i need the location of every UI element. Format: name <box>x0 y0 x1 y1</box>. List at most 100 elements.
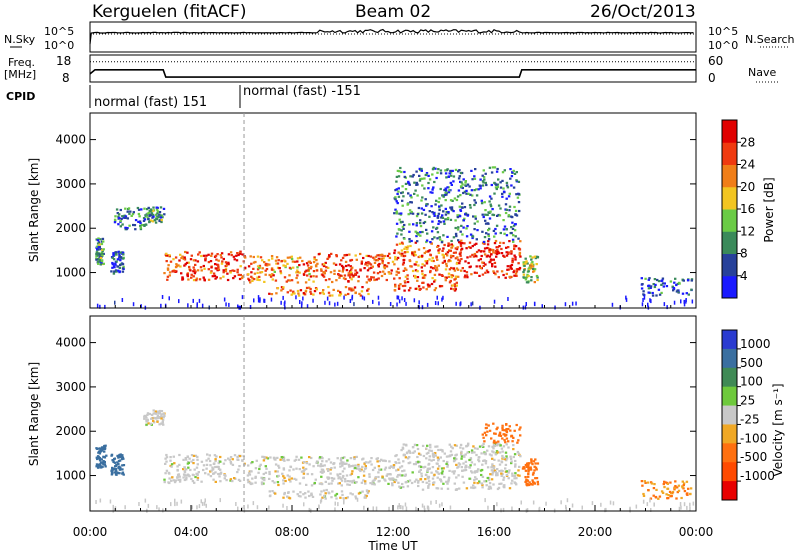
data-cell <box>522 263 525 266</box>
data-cell <box>395 469 398 472</box>
data-cell <box>373 466 376 469</box>
xtick-label: 00:00 <box>73 525 108 539</box>
data-cell <box>525 478 528 481</box>
data-cell <box>458 215 462 218</box>
data-cell <box>260 476 263 479</box>
data-cell <box>505 197 508 200</box>
data-cell <box>492 441 496 444</box>
data-cell <box>229 479 232 482</box>
data-cell <box>533 481 536 484</box>
data-cell <box>673 488 676 491</box>
data-cell <box>433 273 437 276</box>
data-cell <box>118 266 121 269</box>
data-cell <box>524 463 528 467</box>
data-cell <box>347 292 350 296</box>
data-cell <box>292 490 295 493</box>
data-cell <box>143 218 147 221</box>
data-cell <box>97 252 101 255</box>
data-cell <box>426 469 429 472</box>
data-cell <box>491 445 494 448</box>
data-cell <box>237 468 240 471</box>
data-cell <box>296 274 299 277</box>
data-cell <box>431 191 434 194</box>
data-cell <box>414 230 417 233</box>
data-cell <box>477 468 480 471</box>
data-cell <box>112 460 115 463</box>
data-cell <box>494 471 497 474</box>
data-cell <box>482 264 485 267</box>
data-cell <box>425 228 428 231</box>
data-cell <box>437 448 440 452</box>
data-cell <box>502 273 505 277</box>
data-cell <box>187 261 190 264</box>
data-cell <box>421 488 425 491</box>
data-cell <box>519 434 522 437</box>
data-cell <box>498 214 502 217</box>
data-cell <box>397 481 400 484</box>
data-cell <box>497 486 501 489</box>
data-cell <box>183 264 186 267</box>
data-cell <box>297 292 300 295</box>
data-cell <box>399 505 401 509</box>
data-cell <box>353 481 357 484</box>
data-cell <box>479 178 482 181</box>
data-cell <box>124 207 127 210</box>
data-cell <box>215 276 218 279</box>
data-cell <box>403 469 406 472</box>
data-cell <box>374 255 378 258</box>
data-cell <box>97 248 100 251</box>
data-cell <box>495 224 499 227</box>
data-cell <box>686 279 690 282</box>
data-cell <box>258 266 261 270</box>
data-cell <box>462 462 465 465</box>
data-cell <box>612 501 615 506</box>
data-cell <box>117 465 120 468</box>
data-cell <box>518 474 521 477</box>
data-cell <box>216 465 219 468</box>
data-cell <box>196 476 200 480</box>
data-cell <box>113 218 117 221</box>
data-cell <box>473 463 476 466</box>
data-cell <box>376 457 379 460</box>
data-cell <box>216 269 219 272</box>
data-cell <box>514 465 517 468</box>
data-cell <box>531 256 534 259</box>
data-cell <box>438 205 441 208</box>
data-cell <box>359 491 362 494</box>
data-cell <box>427 451 430 454</box>
data-cell <box>415 260 418 264</box>
data-cell <box>471 235 475 238</box>
data-cell <box>647 291 650 294</box>
data-cell <box>383 459 386 462</box>
data-cell <box>263 477 266 480</box>
data-cell <box>274 259 278 262</box>
data-cell <box>187 278 190 281</box>
data-cell <box>408 209 412 212</box>
data-cell <box>150 212 154 215</box>
data-cell <box>536 278 539 282</box>
data-cell <box>197 471 200 474</box>
data-cell <box>443 452 446 455</box>
data-cell <box>489 485 492 488</box>
data-cell <box>288 497 292 500</box>
data-cell <box>385 265 389 268</box>
data-cell <box>465 189 468 192</box>
data-cell <box>643 295 646 300</box>
data-cell <box>146 413 149 416</box>
data-cell <box>251 482 254 485</box>
data-cell <box>147 422 150 425</box>
power-colorbar-label: 8 <box>740 247 748 261</box>
data-cell <box>468 185 471 188</box>
data-cell <box>96 455 100 458</box>
data-cell <box>452 460 456 463</box>
data-cell <box>174 498 176 503</box>
data-cell <box>469 193 472 196</box>
data-cell <box>505 457 509 460</box>
data-cell <box>364 494 367 497</box>
data-cell <box>524 278 528 281</box>
data-cell <box>140 223 144 227</box>
data-cell <box>446 482 449 485</box>
data-cell <box>231 463 235 466</box>
data-cell <box>113 266 116 269</box>
data-cell <box>501 428 504 432</box>
